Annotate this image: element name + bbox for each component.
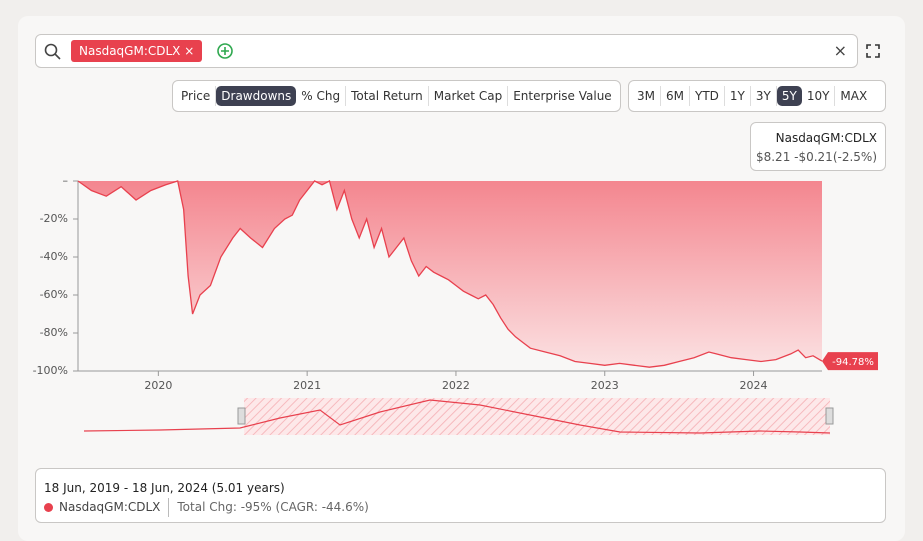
- y-tick-label: -100%: [33, 364, 68, 377]
- drawdown-area: [78, 181, 822, 368]
- period-button[interactable]: 6M: [661, 86, 690, 106]
- x-tick-label: 2023: [591, 379, 619, 392]
- drawdown-line: [77, 180, 823, 368]
- x-tick-label: 2020: [144, 379, 172, 392]
- navigator-handle[interactable]: [237, 407, 246, 425]
- period-button[interactable]: 3Y: [751, 86, 777, 106]
- chart-type-button[interactable]: Total Return: [346, 86, 429, 106]
- footer-range: 18 Jun, 2019 - 18 Jun, 2024 (5.01 years): [44, 481, 285, 495]
- footer-row: NasdaqGM:CDLX Total Chg: -95% (CAGR: -44.…: [44, 498, 877, 517]
- y-tick-label: -80%: [40, 326, 68, 339]
- footer-dot: [44, 503, 53, 512]
- chart-type-button[interactable]: Drawdowns: [216, 86, 297, 106]
- chart-type-button[interactable]: Price: [176, 86, 217, 106]
- end-label: -94.78%: [832, 357, 874, 368]
- y-tick-label: -40%: [40, 250, 68, 263]
- period-group: 3M 6M YTD 1Y 3Y 5Y 10Y MAX: [628, 80, 886, 112]
- chart-type-button[interactable]: % Chg: [296, 86, 347, 106]
- y-tick-label: –: [63, 174, 69, 187]
- navigator-handle[interactable]: [825, 407, 834, 425]
- x-tick-label: 2022: [442, 379, 470, 392]
- footer-box: 18 Jun, 2019 - 18 Jun, 2024 (5.01 years)…: [35, 468, 886, 523]
- add-icon[interactable]: [216, 42, 234, 60]
- ticker-tag-text: NasdaqGM:CDLX: [79, 44, 181, 58]
- footer-change: Total Chg: -95% (CAGR: -44.6%): [177, 500, 369, 514]
- tooltip-name: NasdaqGM:CDLX: [775, 131, 877, 145]
- x-tick-label: 2021: [293, 379, 321, 392]
- period-button[interactable]: 3M: [632, 86, 661, 106]
- search-bar[interactable]: NasdaqGM:CDLX × ×: [35, 34, 858, 68]
- period-button[interactable]: YTD: [690, 86, 725, 106]
- chart: – -20% -40% -60% -80% -100% 2020 2021 2022 2023 20…: [33, 174, 878, 435]
- chart-type-button[interactable]: Enterprise Value: [513, 89, 612, 103]
- x-tick-label: 2024: [740, 379, 768, 392]
- footer-name: NasdaqGM:CDLX: [59, 498, 170, 517]
- clear-button[interactable]: ×: [833, 41, 847, 60]
- fullscreen-icon[interactable]: [866, 44, 880, 58]
- period-button[interactable]: 5Y: [776, 86, 802, 106]
- y-tick-label: -20%: [40, 212, 68, 225]
- period-button[interactable]: 1Y: [725, 86, 751, 106]
- period-button[interactable]: 10Y: [802, 86, 836, 106]
- y-tick-label: -60%: [40, 288, 68, 301]
- chart-type-group: Price Drawdowns% Chg Total Return Market Ca…: [172, 80, 621, 112]
- navigator-line: [83, 399, 831, 434]
- tooltip: NasdaqGM:CDLX $8.21 -$0.21(-2.5%): [750, 122, 886, 171]
- ticker-tag[interactable]: NasdaqGM:CDLX ×: [71, 40, 203, 62]
- period-button[interactable]: MAX: [840, 89, 868, 103]
- tooltip-text: $8.21 -$0.21(-2.5%): [755, 150, 877, 164]
- search-icon: [44, 43, 61, 60]
- end-label-box: [822, 352, 878, 371]
- chart-type-button[interactable]: Market Cap: [429, 86, 509, 106]
